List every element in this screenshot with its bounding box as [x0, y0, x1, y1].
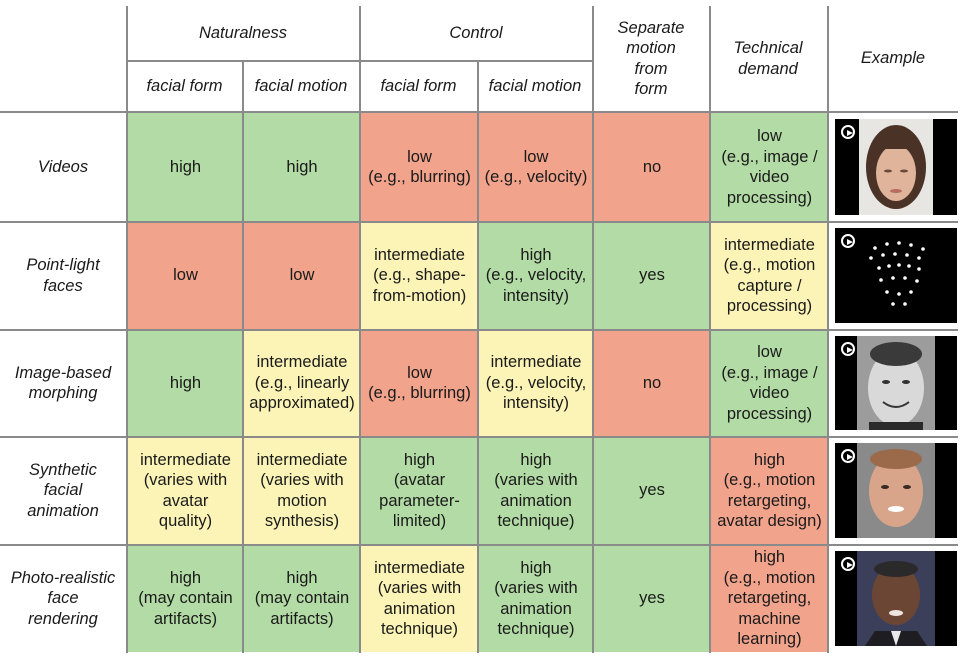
- header-separate-motion: Separate motion from form: [617, 18, 685, 99]
- table-cell: low (e.g., image / video processing): [711, 330, 828, 436]
- table-cell: intermediate (varies with animation tech…: [361, 545, 478, 652]
- avatar-face-thumbnail[interactable]: [835, 443, 957, 538]
- table-cell: high: [128, 113, 243, 221]
- play-icon[interactable]: [841, 234, 855, 248]
- table-cell: high (e.g., motion retargeting, machine …: [711, 545, 828, 652]
- face-image: [859, 119, 933, 215]
- face-image: [857, 336, 935, 430]
- divider: [0, 436, 958, 438]
- subheader-naturalness-form: facial form: [146, 76, 223, 95]
- table-cell: high: [244, 113, 360, 221]
- table-cell: no: [594, 330, 710, 436]
- header-control: Control: [449, 23, 503, 42]
- row-label: Videos: [37, 157, 89, 176]
- header-technical-demand: Technical demand: [733, 39, 803, 78]
- face-image: [869, 241, 925, 306]
- video-face-thumbnail[interactable]: [835, 119, 957, 215]
- row-label: Point-light faces: [26, 256, 100, 295]
- table-cell: yes: [594, 222, 710, 329]
- table-cell: high (varies with animation technique): [479, 437, 593, 544]
- header-naturalness: Naturalness: [198, 23, 288, 42]
- face-image: [857, 551, 935, 646]
- table-cell: low: [128, 222, 243, 329]
- table-cell: high: [128, 330, 243, 436]
- table-cell: low (e.g., blurring): [361, 113, 478, 221]
- divider: [0, 111, 958, 113]
- table-cell: high (e.g., motion retargeting, avatar d…: [711, 437, 828, 544]
- table-cell: intermediate (varies with motion synthes…: [244, 437, 360, 544]
- row-label: Synthetic facial animation: [27, 460, 99, 520]
- table-cell: high (e.g., velocity, intensity): [479, 222, 593, 329]
- divider: [127, 60, 592, 62]
- play-icon[interactable]: [841, 449, 855, 463]
- divider: [0, 221, 958, 223]
- play-icon[interactable]: [841, 125, 855, 139]
- photoreal-face-thumbnail[interactable]: [835, 551, 957, 646]
- table-cell: yes: [594, 437, 710, 544]
- subheader-control-form: facial form: [380, 76, 457, 95]
- table-cell: high (may contain artifacts): [244, 545, 360, 652]
- play-icon[interactable]: [841, 342, 855, 356]
- morphing-face-thumbnail[interactable]: [835, 336, 957, 430]
- table-cell: intermediate (e.g., velocity, intensity): [479, 330, 593, 436]
- divider: [0, 544, 958, 546]
- point-light-thumbnail[interactable]: [835, 228, 957, 323]
- table-cell: yes: [594, 545, 710, 652]
- divider: [242, 61, 244, 653]
- table-cell: high (may contain artifacts): [128, 545, 243, 652]
- table-cell: low (e.g., image / video processing): [711, 113, 828, 221]
- table-cell: no: [594, 113, 710, 221]
- subheader-naturalness-motion: facial motion: [254, 76, 348, 95]
- table-cell: high (avatar parameter- limited): [361, 437, 478, 544]
- play-icon[interactable]: [841, 557, 855, 571]
- table-cell: high (varies with animation technique): [479, 545, 593, 652]
- table-cell: low (e.g., velocity): [479, 113, 593, 221]
- table-cell: intermediate (varies with avatar quality…: [128, 437, 243, 544]
- row-label: Photo-realistic face rendering: [10, 568, 116, 628]
- row-label: Image-based morphing: [14, 363, 112, 403]
- subheader-control-motion: facial motion: [488, 76, 582, 95]
- table-cell: intermediate (e.g., shape- from-motion): [361, 222, 478, 329]
- table-cell: intermediate (e.g., motion capture / pro…: [711, 222, 828, 329]
- table-cell: low (e.g., blurring): [361, 330, 478, 436]
- header-example: Example: [860, 49, 926, 68]
- face-image: [857, 443, 935, 538]
- divider: [477, 61, 479, 653]
- table-cell: intermediate (e.g., linearly approximate…: [244, 330, 360, 436]
- divider: [0, 329, 958, 331]
- table-cell: low: [244, 222, 360, 329]
